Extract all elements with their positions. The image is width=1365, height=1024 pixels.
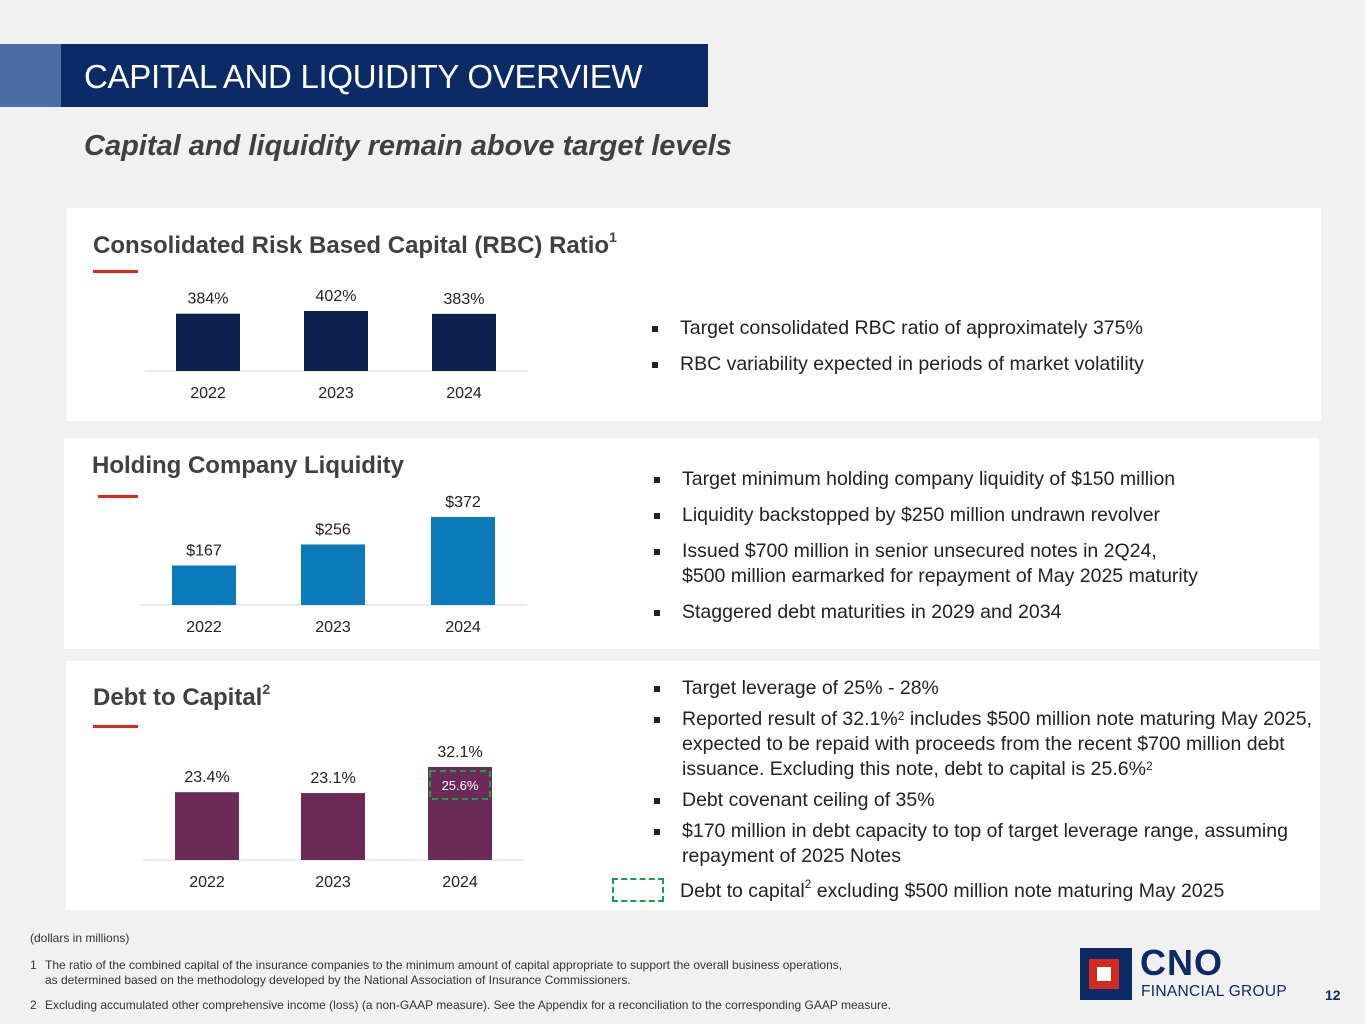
cno-logo-mark-icon [1080, 948, 1132, 1000]
debt-bullet-3: Debt covenant ceiling of 35% [650, 788, 1320, 813]
cno-logo: CNO FINANCIAL GROUP [1080, 942, 1290, 1000]
page-number: 12 [1325, 987, 1341, 1003]
rbc-bar-2022 [176, 313, 240, 371]
debt-bar-2024 [428, 767, 492, 860]
debt-tick-label-2024: 2024 [442, 874, 478, 891]
rbc-bullet-1: Target consolidated RBC ratio of approxi… [648, 316, 1298, 341]
liquidity-panel-title: Holding Company Liquidity [92, 452, 404, 479]
liquidity-bullet-4: Staggered debt maturities in 2029 and 20… [650, 600, 1310, 625]
debt-tick-label-2022: 2022 [189, 874, 225, 891]
liquidity-data-label-2022: $167 [186, 542, 222, 559]
rbc-bullet-list: Target consolidated RBC ratio of approxi… [648, 316, 1298, 377]
rbc-tick-label-2022: 2022 [190, 385, 226, 402]
liquidity-bar-chart: $167 2022 $256 2023 $372 2024 [140, 494, 527, 636]
liquidity-data-label-2023: $256 [315, 521, 351, 538]
liquidity-red-rule [98, 495, 138, 498]
debt-highlight-label: 25.6% [442, 778, 479, 793]
rbc-panel-title: Consolidated Risk Based Capital (RBC) Ra… [93, 229, 617, 259]
footnote-2: 2 Excluding accumulated other comprehens… [30, 998, 892, 1012]
logo-subtitle: FINANCIAL GROUP [1141, 983, 1288, 1000]
liquidity-tick-label-2022: 2022 [186, 619, 222, 636]
title-bar-accent [0, 44, 61, 107]
debt-bullet-2: Reported result of 32.1%2 includes $500 … [650, 707, 1320, 782]
liquidity-bullet-2: Liquidity backstopped by $250 million un… [650, 503, 1310, 528]
liquidity-tick-label-2024: 2024 [445, 619, 481, 636]
rbc-bar-chart: 384% 2022 402% 2023 383% 2024 [145, 288, 528, 402]
debt-bullet-1: Target leverage of 25% - 28% [650, 676, 1320, 701]
debt-bar-2022 [175, 792, 239, 860]
liquidity-bar-2022 [172, 565, 236, 605]
debt-bar-chart: 23.4% 2022 23.1% 2023 32.1% 2024 25.6% [143, 744, 524, 891]
rbc-tick-label-2024: 2024 [446, 385, 482, 402]
liquidity-bullet-1: Target minimum holding company liquidity… [650, 467, 1310, 492]
debt-data-label-2024: 32.1% [437, 744, 482, 761]
debt-legend-label: Debt to capital2 excluding $500 million … [680, 877, 1225, 902]
debt-highlight-box [429, 770, 491, 800]
liquidity-data-label-2024: $372 [445, 494, 481, 511]
liquidity-panel [64, 438, 1319, 649]
rbc-data-label-2024: 383% [444, 291, 485, 308]
rbc-bar-2024 [432, 313, 496, 371]
rbc-panel [67, 208, 1321, 421]
page-title: CAPITAL AND LIQUIDITY OVERVIEW [84, 58, 643, 95]
debt-bullet-4: $170 million in debt capacity to top of … [650, 819, 1320, 869]
rbc-bullet-2: RBC variability expected in periods of m… [648, 352, 1298, 377]
debt-panel-title: Debt to Capital2 [93, 681, 271, 711]
rbc-tick-label-2023: 2023 [318, 385, 354, 402]
debt-data-label-2023: 23.1% [310, 770, 355, 787]
logo-name: CNO [1140, 942, 1223, 983]
footnote-1: 1 The ratio of the combined capital of t… [30, 958, 843, 987]
title-bar [61, 44, 708, 107]
liquidity-tick-label-2023: 2023 [315, 619, 351, 636]
liquidity-bullet-3: Issued $700 million in senior unsecured … [650, 539, 1310, 589]
debt-tick-label-2023: 2023 [315, 874, 351, 891]
rbc-data-label-2023: 402% [316, 288, 357, 305]
debt-data-label-2022: 23.4% [184, 769, 229, 786]
rbc-data-label-2022: 384% [188, 291, 229, 308]
dashed-legend-swatch [612, 878, 664, 902]
debt-bar-2023 [301, 793, 365, 860]
liquidity-bar-2024 [431, 517, 495, 605]
debt-red-rule [93, 725, 138, 728]
page-subtitle: Capital and liquidity remain above targe… [84, 130, 732, 162]
rbc-bar-2023 [304, 311, 368, 371]
liquidity-bullet-list: Target minimum holding company liquidity… [650, 467, 1310, 625]
units-note: (dollars in millions) [30, 931, 130, 945]
debt-panel [66, 661, 1320, 910]
debt-bullet-list: Target leverage of 25% - 28% Reported re… [650, 676, 1320, 869]
rbc-red-rule [93, 270, 138, 273]
liquidity-bar-2023 [301, 544, 365, 605]
